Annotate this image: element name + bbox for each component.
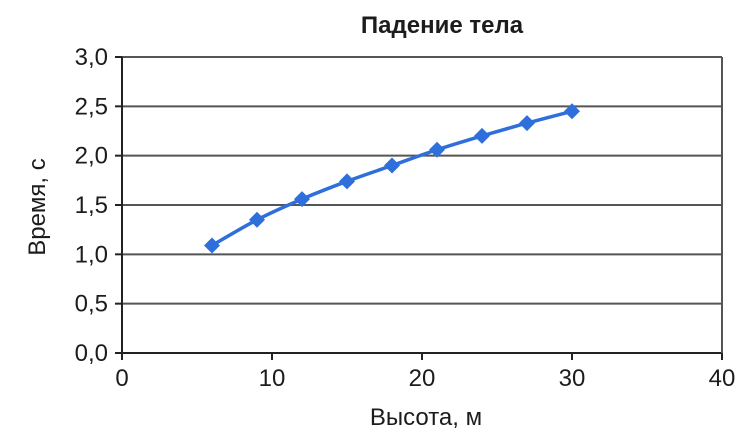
y-tick-label: 2,5 [75,93,108,120]
y-tick-label: 0,0 [75,340,108,367]
y-tick-label: 1,0 [75,241,108,268]
data-point-diamond [519,115,535,132]
y-tick-labels: 0,0 0,5 1,0 1,5 2,0 2,5 3,0 [75,44,108,367]
data-point-diamond [564,103,580,120]
x-tick-label: 20 [409,365,436,392]
data-point-diamond [294,191,310,208]
data-point-diamond [474,127,490,144]
data-point-diamond [429,141,445,158]
data-point-diamond [249,211,265,228]
y-axis-label: Время, с [24,158,51,256]
y-tick-label: 3,0 [75,44,108,71]
x-tick-label: 40 [709,365,736,392]
y-tick-label: 1,5 [75,192,108,219]
data-point-diamond [339,173,355,190]
y-tick-label: 2,0 [75,143,108,170]
x-tick-label: 30 [559,365,586,392]
data-point-diamond [384,157,400,174]
series-line [210,109,574,248]
chart-title: Падение тела [361,12,524,39]
data-point-diamond [204,237,220,254]
x-tick-label: 10 [259,365,286,392]
data-series [204,103,580,254]
x-tick-labels: 0 10 20 30 40 [115,365,735,392]
gridlines [122,56,722,305]
x-tick-label: 0 [115,365,128,392]
axes [115,56,723,360]
x-axis-label: Высота, м [370,404,482,431]
y-tick-label: 0,5 [75,291,108,318]
